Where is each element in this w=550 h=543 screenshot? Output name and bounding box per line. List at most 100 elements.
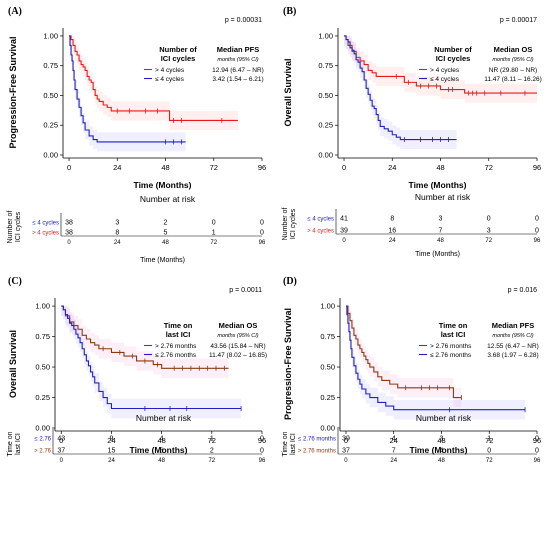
risk-count: 4 [392, 436, 396, 443]
risk-count: 8 [115, 230, 119, 237]
x-tick-label: 72 [485, 163, 493, 172]
x-tick-label: 96 [533, 163, 541, 172]
legend-entry-0: > 4 cycles [430, 67, 460, 74]
y-tick-label: 0.50 [318, 91, 333, 100]
risk-count: 3 [439, 216, 443, 223]
chart-panel-a: (A) p = 0.00031 0.00 0.25 0.50 0.75 1.00 0 24 48 7… [7, 6, 266, 264]
risk-x-tick-label: 0 [342, 238, 346, 244]
risk-x-tick-label: 96 [259, 458, 266, 464]
legend-entry-1: ≤ 4 cycles [430, 76, 460, 83]
risk-axis-label-line2: last ICI [15, 433, 22, 455]
risk-count: 0 [260, 230, 264, 237]
survival-curve-1 [345, 305, 526, 411]
risk-table-title: Number at risk [416, 413, 472, 423]
risk-count: 0 [260, 436, 264, 443]
risk-x-tick-label: 48 [437, 238, 444, 244]
legend-title-line1: Time on [439, 321, 468, 330]
risk-count: 2 [164, 220, 168, 227]
risk-row-label-0: ≤ 4 cycles [307, 217, 334, 223]
risk-row-label-1: > 4 cycles [32, 231, 59, 237]
risk-axis-label-line2: last ICI [290, 433, 297, 455]
x-tick-label: 24 [113, 163, 121, 172]
median-header: Median PFS [492, 321, 535, 330]
risk-x-tick-label: 24 [114, 240, 121, 246]
x-tick-label: 24 [388, 163, 396, 172]
risk-table-title: Number at risk [136, 413, 192, 423]
x-tick-label: 48 [436, 163, 444, 172]
risk-axis-label-line1: Number of [282, 208, 289, 241]
risk-x-tick-label: 48 [158, 458, 165, 464]
confidence-band-0 [69, 35, 238, 131]
risk-x-tick-label: 96 [534, 238, 541, 244]
risk-count: 7 [439, 228, 443, 235]
y-tick-label: 1.00 [318, 31, 333, 40]
y-tick-label: 0.00 [43, 151, 58, 160]
risk-x-tick-label: 48 [162, 240, 169, 246]
x-tick-label: 0 [342, 163, 346, 172]
median-value-0: 12.94 (6.47 – NR) [212, 67, 264, 74]
panel-label: (A) [8, 6, 22, 17]
risk-count: 0 [487, 216, 491, 223]
legend-title-line2: ICI cycles [436, 54, 471, 63]
p-value: p = 0.0011 [229, 287, 262, 294]
legend-entry-1: ≤ 2.76 months [430, 352, 472, 359]
legend-title-line2: ICI cycles [161, 54, 196, 63]
risk-axis-label-line1: Number of [7, 211, 14, 244]
confidence-band-1 [344, 35, 457, 150]
p-value: p = 0.016 [508, 287, 537, 294]
y-tick-label: 0.00 [318, 151, 333, 160]
p-value: p = 0.00031 [225, 17, 262, 24]
x-tick-label: 0 [344, 436, 348, 445]
x-axis-title: Time (Months) [130, 445, 188, 455]
risk-x-tick-label: 96 [534, 458, 541, 464]
x-tick-label: 96 [258, 436, 266, 445]
y-tick-label: 0.75 [35, 332, 50, 341]
x-tick-label: 0 [59, 436, 63, 445]
median-value-0: 43.56 (15.84 – NR) [210, 343, 265, 350]
risk-count: 16 [388, 228, 396, 235]
risk-count: 4 [440, 448, 444, 455]
y-tick-label: 1.00 [35, 302, 50, 311]
x-tick-label: 72 [208, 436, 216, 445]
x-tick-label: 24 [390, 436, 398, 445]
x-tick-label: 24 [107, 436, 115, 445]
x-axis-title: Time (Months) [134, 180, 192, 190]
risk-axis-label-line2: ICI cycles [15, 211, 22, 242]
risk-count: 3 [487, 228, 491, 235]
risk-row-label-0: ≤ 2.76 [34, 437, 51, 443]
y-axis-title: Progression-Free Survival [283, 308, 293, 420]
risk-count: 6 [160, 448, 164, 455]
survival-curve-0 [345, 305, 462, 399]
risk-count: 0 [535, 436, 539, 443]
chart-panel-d: (D) p = 0.016 0.00 0.25 0.50 0.75 1.00 0 24 48 72 9… [282, 276, 541, 464]
risk-axis-label-line2: ICI cycles [290, 208, 297, 239]
risk-count: 38 [65, 230, 73, 237]
risk-count: 7 [392, 448, 396, 455]
median-value-0: NR (29.80 – NR) [489, 67, 537, 74]
risk-count: 43 [57, 436, 65, 443]
confidence-band-1 [61, 306, 242, 419]
survival-curve-1 [69, 35, 186, 143]
median-subheader: months (95% CI) [217, 57, 258, 63]
risk-x-tick-label: 24 [389, 238, 396, 244]
risk-count: 0 [535, 216, 539, 223]
legend-title-line1: Number of [434, 45, 472, 54]
x-axis-title: Time (Months) [409, 180, 467, 190]
risk-count: 0 [487, 448, 491, 455]
confidence-band-0 [344, 35, 537, 103]
risk-count: 1 [210, 436, 214, 443]
legend-entry-0: > 2.76 months [430, 343, 472, 350]
risk-count: 0 [212, 220, 216, 227]
risk-count: 2 [210, 448, 214, 455]
risk-axis-label-line1: Time on [282, 431, 289, 456]
risk-count: 1 [487, 436, 491, 443]
survival-curve-1 [61, 305, 242, 410]
x-tick-label: 96 [258, 163, 266, 172]
median-value-1: 3.68 (1.97 – 6.28) [487, 352, 538, 359]
y-tick-label: 0.50 [35, 363, 50, 372]
x-tick-label: 0 [67, 163, 71, 172]
median-value-1: 3.42 (1.54 – 6.21) [212, 76, 263, 83]
confidence-band-1 [345, 306, 526, 420]
median-subheader: months (95% CI) [492, 57, 533, 63]
